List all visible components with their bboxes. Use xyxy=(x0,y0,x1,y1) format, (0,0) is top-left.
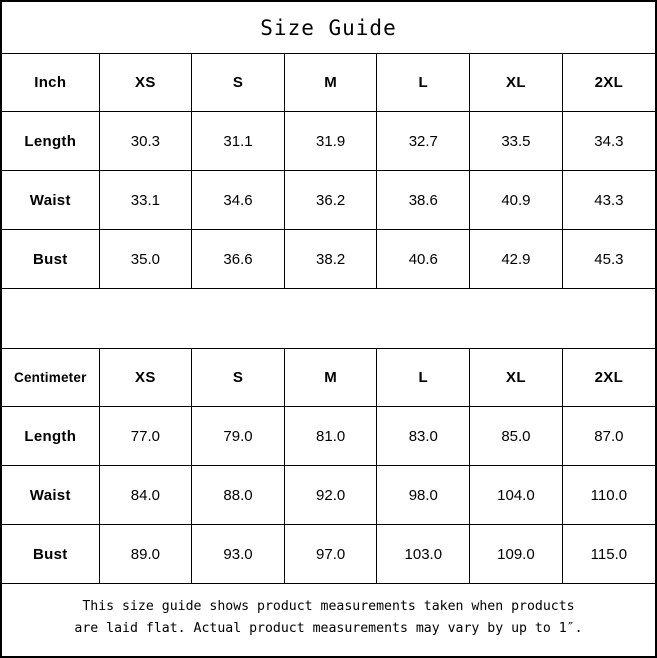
cell-inch-bust-m: 38.2 xyxy=(284,229,378,289)
cell-cm-waist-l: 98.0 xyxy=(376,465,471,525)
cm-size-header-l: L xyxy=(376,348,471,407)
cell-cm-waist-xs: 84.0 xyxy=(99,465,193,525)
cell-inch-waist-xl: 40.9 xyxy=(469,170,563,230)
cell-inch-length-2xl: 34.3 xyxy=(562,111,655,171)
cell-inch-bust-xs: 35.0 xyxy=(99,229,193,289)
cell-cm-length-xs: 77.0 xyxy=(99,406,193,466)
inch-size-header-s: S xyxy=(191,53,285,112)
cell-cm-waist-2xl: 110.0 xyxy=(562,465,655,525)
inch-size-header-l: L xyxy=(376,53,471,112)
footer-note-cell: This size guide shows product measuremen… xyxy=(2,584,655,654)
cell-cm-length-s: 79.0 xyxy=(191,406,285,466)
cell-cm-bust-xs: 89.0 xyxy=(99,524,193,584)
cell-inch-waist-l: 38.6 xyxy=(376,170,471,230)
cell-inch-waist-m: 36.2 xyxy=(284,170,378,230)
cell-cm-bust-2xl: 115.0 xyxy=(562,524,655,584)
page-title: Size Guide xyxy=(260,15,397,40)
centimeter-header-row: Centimeter XS S M L XL 2XL xyxy=(2,348,655,407)
cell-cm-length-2xl: 87.0 xyxy=(562,406,655,466)
cell-cm-length-xl: 85.0 xyxy=(469,406,563,466)
inch-size-header-2xl: 2XL xyxy=(562,53,655,112)
cell-cm-waist-s: 88.0 xyxy=(191,465,285,525)
inch-row-length: Length 30.3 31.1 31.9 32.7 33.5 34.3 xyxy=(2,111,655,171)
row-label-waist: Waist xyxy=(2,170,100,230)
cell-inch-bust-2xl: 45.3 xyxy=(562,229,655,289)
cell-cm-bust-s: 93.0 xyxy=(191,524,285,584)
cm-size-header-s: S xyxy=(191,348,285,407)
cell-inch-bust-s: 36.6 xyxy=(191,229,285,289)
inch-header-row: Inch XS S M L XL 2XL xyxy=(2,53,655,112)
cell-inch-length-m: 31.9 xyxy=(284,111,378,171)
cell-cm-bust-l: 103.0 xyxy=(376,524,471,584)
row-label-length-cm: Length xyxy=(2,406,100,466)
cell-cm-waist-xl: 104.0 xyxy=(469,465,563,525)
inch-size-header-xl: XL xyxy=(469,53,563,112)
cm-size-header-xl: XL xyxy=(469,348,563,407)
cell-inch-length-xs: 30.3 xyxy=(99,111,193,171)
cm-row-length: Length 77.0 79.0 81.0 83.0 85.0 87.0 xyxy=(2,406,655,466)
cm-row-bust: Bust 89.0 93.0 97.0 103.0 109.0 115.0 xyxy=(2,524,655,584)
inch-row-waist: Waist 33.1 34.6 36.2 38.6 40.9 43.3 xyxy=(2,170,655,230)
inch-size-header-m: M xyxy=(284,53,378,112)
cell-inch-length-s: 31.1 xyxy=(191,111,285,171)
cell-cm-bust-m: 97.0 xyxy=(284,524,378,584)
table-separator-cell xyxy=(2,288,655,349)
cell-cm-length-m: 81.0 xyxy=(284,406,378,466)
cell-inch-waist-s: 34.6 xyxy=(191,170,285,230)
cell-inch-waist-xs: 33.1 xyxy=(99,170,193,230)
row-label-waist-cm: Waist xyxy=(2,465,100,525)
cell-cm-length-l: 83.0 xyxy=(376,406,471,466)
cm-row-waist: Waist 84.0 88.0 92.0 98.0 104.0 110.0 xyxy=(2,465,655,525)
centimeter-unit-label: Centimeter xyxy=(2,348,100,407)
row-label-length: Length xyxy=(2,111,100,171)
cm-size-header-xs: XS xyxy=(99,348,193,407)
title-cell: Size Guide xyxy=(2,2,655,54)
cell-cm-bust-xl: 109.0 xyxy=(469,524,563,584)
footer-note-text: This size guide shows product measuremen… xyxy=(74,599,583,636)
cm-size-header-2xl: 2XL xyxy=(562,348,655,407)
row-label-bust: Bust xyxy=(2,229,100,289)
cell-inch-waist-2xl: 43.3 xyxy=(562,170,655,230)
cell-cm-waist-m: 92.0 xyxy=(284,465,378,525)
cell-inch-bust-l: 40.6 xyxy=(376,229,471,289)
title-row: Size Guide xyxy=(2,2,655,54)
table-separator-row xyxy=(2,288,655,349)
cell-inch-length-l: 32.7 xyxy=(376,111,471,171)
cell-inch-bust-xl: 42.9 xyxy=(469,229,563,289)
cm-size-header-m: M xyxy=(284,348,378,407)
inch-row-bust: Bust 35.0 36.6 38.2 40.6 42.9 45.3 xyxy=(2,229,655,289)
cell-inch-length-xl: 33.5 xyxy=(469,111,563,171)
inch-size-header-xs: XS xyxy=(99,53,193,112)
inch-unit-label: Inch xyxy=(2,53,100,112)
row-label-bust-cm: Bust xyxy=(2,524,100,584)
footer-note-row: This size guide shows product measuremen… xyxy=(2,584,655,654)
